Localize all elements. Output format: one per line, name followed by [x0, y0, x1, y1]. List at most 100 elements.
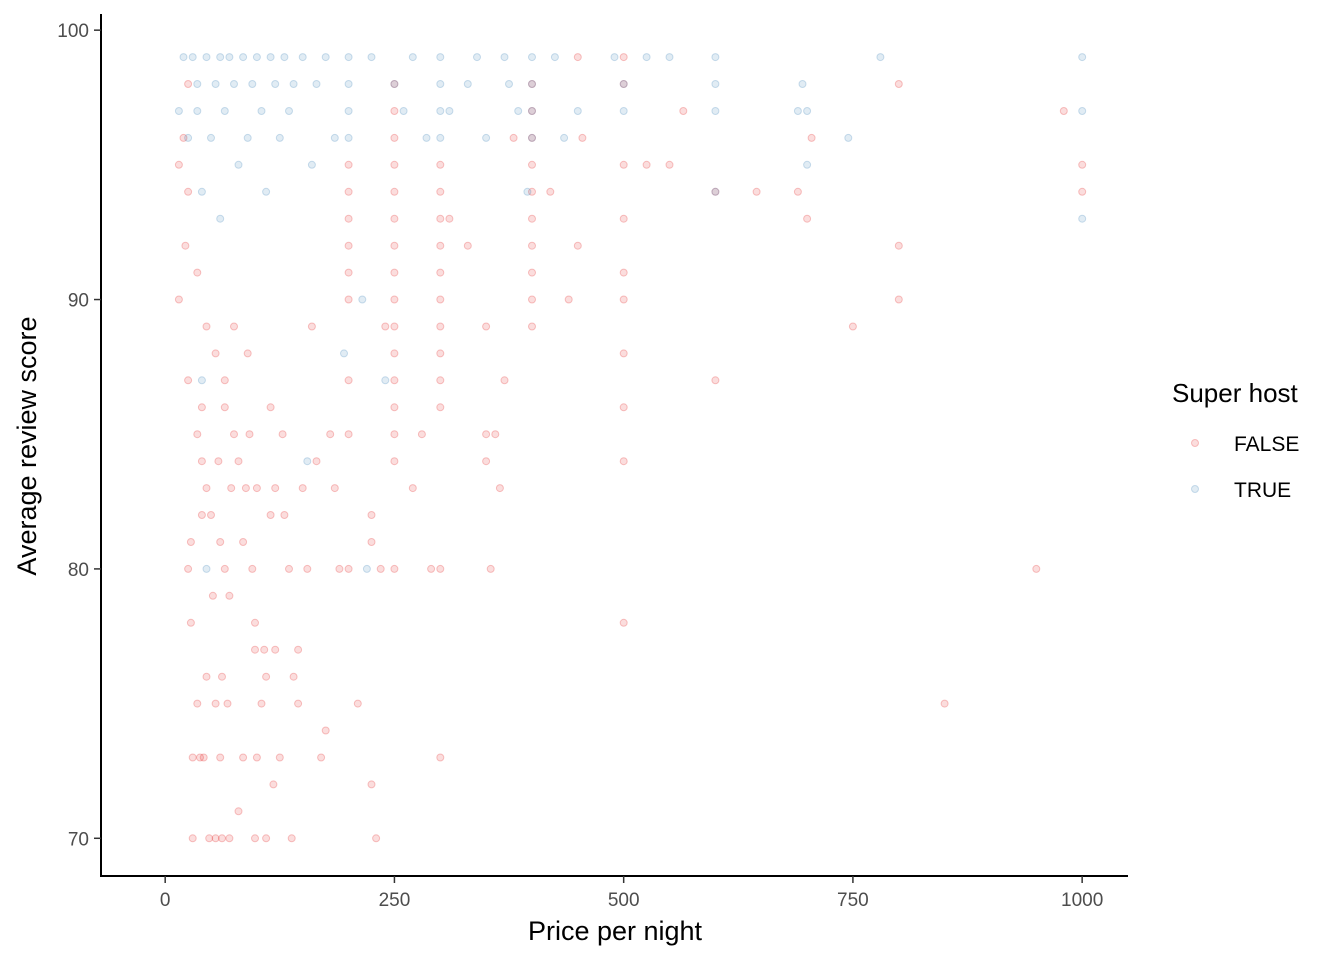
data-point-false [619, 403, 628, 412]
data-point-false [528, 295, 536, 304]
data-point-false [202, 322, 211, 331]
data-point-true [358, 295, 367, 304]
data-point-true [275, 133, 284, 142]
data-point-true [528, 133, 536, 142]
data-point-false [196, 753, 204, 762]
data-point-false [287, 834, 296, 843]
data-point-false [326, 430, 335, 439]
data-point-false [482, 457, 491, 466]
data-point-false [940, 699, 949, 708]
data-point-true [711, 187, 720, 196]
data-point-false [390, 376, 399, 385]
data-point-false [298, 484, 307, 493]
legend-label-true: TRUE [1234, 479, 1291, 502]
data-point-true [445, 107, 454, 115]
data-point-false [184, 187, 193, 196]
data-point-false [436, 753, 445, 762]
data-point-false [573, 53, 582, 62]
data-point-true [1078, 214, 1087, 223]
data-point-true [573, 107, 582, 115]
data-point-true [514, 107, 523, 115]
data-point-false [619, 160, 628, 169]
data-point-false [271, 484, 280, 493]
data-point-true [197, 187, 206, 196]
data-point-false [186, 538, 195, 546]
data-point-false [216, 538, 225, 546]
x-tick-label: 0 [160, 890, 171, 911]
data-point-true [234, 160, 243, 169]
data-point-true [303, 457, 312, 466]
data-point-false [193, 699, 202, 708]
data-point-false [436, 564, 445, 573]
data-point-true [399, 107, 408, 115]
data-point-false [436, 214, 445, 223]
data-point-false [234, 807, 243, 816]
data-point-false [390, 322, 399, 331]
data-point-false [184, 80, 193, 88]
data-point-false [220, 376, 229, 385]
data-point-false [427, 564, 436, 573]
data-point-true [216, 53, 225, 62]
data-point-false [294, 699, 303, 708]
data-point-false [184, 376, 193, 385]
data-point-true [202, 564, 211, 573]
x-axis-title: Price per night [528, 916, 703, 946]
data-point-true [184, 133, 193, 142]
legend: Super host FALSE TRUE [1172, 378, 1299, 502]
data-point-false [205, 834, 214, 843]
data-point-false [436, 160, 445, 169]
data-point-false [390, 457, 399, 466]
data-point-false [436, 268, 445, 277]
y-axis-title: Average review score [12, 316, 42, 575]
data-point-true [1078, 53, 1087, 62]
data-point-false [218, 672, 226, 681]
data-point-true [193, 107, 202, 115]
data-point-false [225, 834, 234, 843]
data-point-false [390, 268, 399, 277]
data-point-true [665, 53, 674, 62]
data-point-false [528, 241, 536, 250]
data-point-false [486, 564, 495, 573]
data-point-false [793, 187, 802, 196]
data-point-false [174, 295, 183, 304]
data-point-false [197, 511, 206, 519]
data-point-false [353, 699, 362, 708]
data-point-true [711, 80, 720, 88]
data-point-true [252, 53, 261, 62]
data-point-false [252, 753, 261, 762]
data-point-true [844, 133, 853, 142]
data-point-false [1059, 107, 1068, 115]
data-point-false [251, 645, 259, 654]
data-point-false [330, 484, 339, 493]
data-point-false [807, 133, 816, 142]
data-point-false [528, 268, 536, 277]
data-point-true [211, 80, 220, 88]
points-layer [174, 53, 1087, 843]
data-point-false [376, 564, 385, 573]
data-point-false [1032, 564, 1041, 573]
data-point-true [436, 133, 445, 142]
data-point-false [528, 322, 536, 331]
data-point-false [193, 430, 202, 439]
data-point-false [245, 430, 254, 439]
data-point-true [528, 80, 536, 88]
data-point-false [243, 349, 252, 358]
data-point-false [390, 80, 399, 88]
data-point-true [500, 53, 509, 62]
data-point-true [230, 80, 238, 88]
data-point-false [216, 753, 225, 762]
data-point-true [610, 53, 619, 62]
data-point-true [344, 80, 353, 88]
data-point-true [298, 53, 307, 62]
data-point-false [202, 672, 211, 681]
x-tick-label: 1000 [1061, 890, 1103, 911]
data-point-false [390, 430, 399, 439]
data-point-false [248, 564, 257, 573]
data-point-false [197, 457, 206, 466]
data-point-false [445, 214, 454, 223]
data-point-true [642, 53, 651, 62]
data-point-true [340, 349, 348, 358]
data-point-true [179, 53, 188, 62]
data-point-false [390, 403, 399, 412]
